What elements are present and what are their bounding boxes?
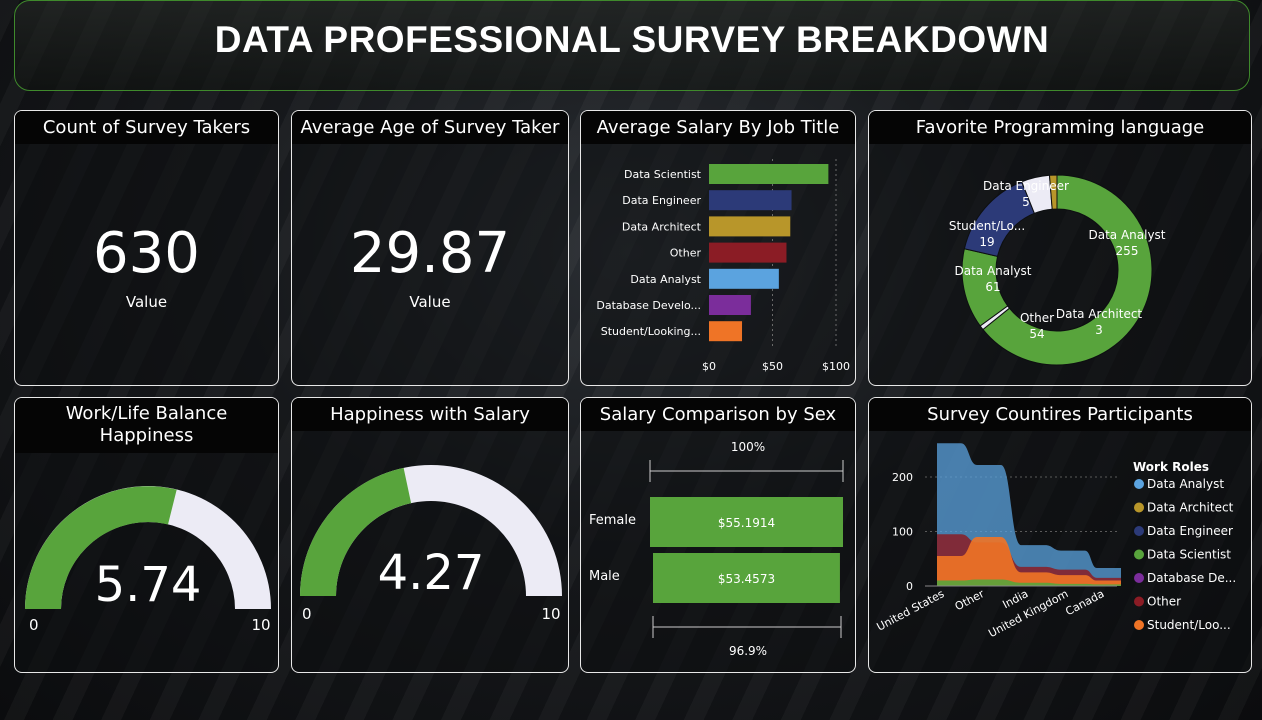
bar xyxy=(709,295,751,315)
bar xyxy=(709,321,743,342)
salary-sex-header: Salary Comparison by Sex xyxy=(581,398,855,431)
legend-label: Data Analyst xyxy=(1147,477,1224,491)
bar xyxy=(653,553,840,603)
legend-marker xyxy=(1134,502,1144,513)
gauge-min: 0 xyxy=(29,616,39,634)
ribbon-area xyxy=(937,536,1121,586)
x-tick-label: Canada xyxy=(1063,587,1106,618)
kpi-count-value: 630 xyxy=(93,221,200,286)
bar xyxy=(709,216,791,237)
x-tick-label: $100 xyxy=(822,360,850,373)
y-tick-label: 200 xyxy=(892,471,913,484)
category-label: Data Analyst xyxy=(630,273,701,286)
kpi-count-title: Count of Survey Takers xyxy=(15,111,278,144)
y-tick-label: 100 xyxy=(892,526,913,539)
slice-label: Data Architect xyxy=(1056,307,1143,321)
legend-title: Work Roles xyxy=(1133,460,1209,474)
language-header: Favorite Programming language xyxy=(869,111,1251,144)
salary-happiness-gauge: 4.27 0 10 xyxy=(300,465,562,623)
bar-value-label: $53.4573 xyxy=(718,572,775,586)
legend-marker xyxy=(1134,526,1144,536)
category-label: Student/Looking... xyxy=(601,325,701,338)
gauge-value: 5.74 xyxy=(95,557,202,613)
gauge-value: 4.27 xyxy=(378,545,485,601)
countries-header: Survey Countires Participants xyxy=(869,398,1251,431)
pct-label-bottom: 96.9% xyxy=(729,644,767,658)
kpi-card-count: Count of Survey Takers 630 Value xyxy=(14,110,279,386)
legend-marker xyxy=(1134,549,1144,560)
donut-slice xyxy=(982,174,1153,366)
slice-value: 61 xyxy=(985,280,1000,294)
legend-label: Other xyxy=(1147,595,1181,609)
y-tick-label: 0 xyxy=(906,580,913,593)
salary-sex-chart: 100% $55.1914 Female $53.4573 Male 96.9% xyxy=(589,440,844,658)
salary-by-title-header: Average Salary By Job Title xyxy=(581,111,855,144)
category-label: Other xyxy=(670,247,702,260)
work-life-gauge: 5.74 0 10 xyxy=(25,486,271,634)
countries-card: Survey Countires Participants 0 100 200 Uni… xyxy=(868,397,1252,673)
slice-value: 19 xyxy=(979,235,994,249)
gauge-min: 0 xyxy=(302,605,312,623)
salary-by-title-card: Average Salary By Job Title $0 $50 $100 Dat… xyxy=(580,110,856,386)
gauge-max: 10 xyxy=(541,605,560,623)
bar xyxy=(709,164,829,184)
kpi-age-label: Value xyxy=(409,293,451,311)
salary-by-title-chart: $0 $50 $100 Data Scientist Data Engineer Data… xyxy=(596,159,850,373)
gauge-fill xyxy=(300,467,412,596)
slice-value: 255 xyxy=(1116,244,1139,258)
bar xyxy=(709,190,792,211)
x-tick-label: $0 xyxy=(702,360,716,373)
salary-sex-card: Salary Comparison by Sex 100% $55.1914 Fem… xyxy=(580,397,856,673)
category-label: Male xyxy=(589,569,620,584)
category-label: Database Develo... xyxy=(596,299,701,312)
legend-label: Data Architect xyxy=(1147,501,1234,515)
legend-marker xyxy=(1134,620,1144,630)
kpi-age-value: 29.87 xyxy=(349,221,511,286)
title-banner: DATA PROFESSIONAL SURVEY BREAKDOWN xyxy=(14,0,1250,91)
slice-label: Data Engineer xyxy=(983,179,1069,193)
legend-marker xyxy=(1134,596,1144,607)
slice-value: 54 xyxy=(1029,327,1044,341)
gauge-max: 10 xyxy=(251,616,270,634)
legend-marker xyxy=(1134,573,1144,583)
x-tick-label: $50 xyxy=(762,360,783,373)
bar xyxy=(650,497,843,547)
slice-label: Data Analyst xyxy=(1088,228,1165,242)
legend-label: Data Scientist xyxy=(1147,548,1231,562)
slice-label: Data Analyst xyxy=(954,264,1031,278)
legend-label: Database De... xyxy=(1147,571,1236,585)
page-title: DATA PROFESSIONAL SURVEY BREAKDOWN xyxy=(214,19,1050,60)
pct-label-top: 100% xyxy=(731,440,765,454)
slice-label: Student/Lo... xyxy=(949,219,1025,233)
kpi-age-title: Average Age of Survey Taker xyxy=(292,111,568,144)
kpi-count-label: Value xyxy=(125,293,168,311)
category-label: Data Engineer xyxy=(622,194,701,207)
salary-happiness-header: Happiness with Salary xyxy=(292,398,568,431)
legend-marker xyxy=(1134,479,1144,489)
category-label: Data Scientist xyxy=(624,168,702,181)
language-card: Favorite Programming language Data Analy… xyxy=(868,110,1252,386)
legend-label: Data Engineer xyxy=(1147,524,1233,538)
bar-value-label: $55.1914 xyxy=(718,516,775,530)
category-label: Data Architect xyxy=(622,220,702,233)
gauge-fill xyxy=(25,486,177,609)
x-tick-label: United States xyxy=(875,587,947,634)
bar xyxy=(709,242,787,263)
work-life-header: Work/Life Balance Happiness xyxy=(15,398,278,453)
slice-label: Other xyxy=(1020,311,1054,325)
x-tick-label: Other xyxy=(953,587,987,613)
language-donut-chart: Data Analyst 255 Data Architect 3 Other 54 Dat… xyxy=(949,174,1166,366)
category-label: Female xyxy=(589,513,636,528)
work-life-card: Work/Life Balance Happiness 5.74 0 10 xyxy=(14,397,279,673)
legend-label: Student/Loo... xyxy=(1147,618,1231,632)
kpi-card-age: Average Age of Survey Taker 29.87 Value xyxy=(291,110,569,386)
bar xyxy=(709,268,779,289)
donut-slice xyxy=(1048,174,1058,210)
slice-value: 5 xyxy=(1022,195,1030,209)
slice-value: 3 xyxy=(1095,323,1103,337)
salary-happiness-card: Happiness with Salary 4.27 0 10 xyxy=(291,397,569,673)
